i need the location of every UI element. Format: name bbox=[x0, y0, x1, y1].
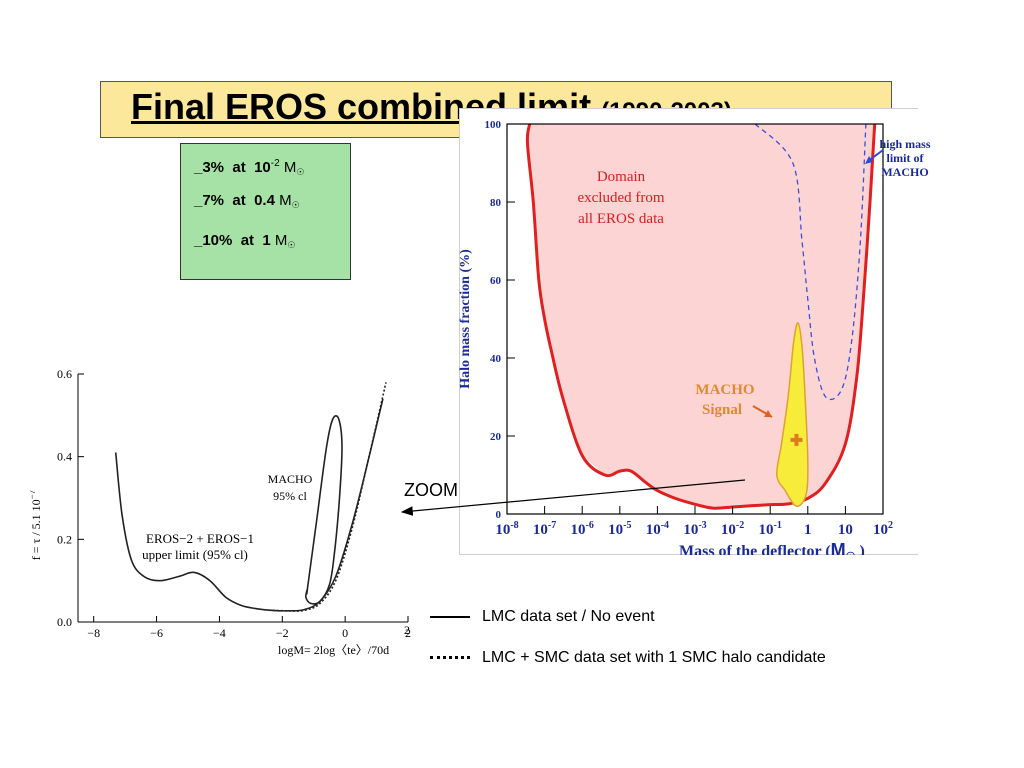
y-tick-label: 0.0 bbox=[57, 615, 72, 629]
exclusion-chart: 0 20 40 60 80 100 10-8 10-7 10-6 10-5 10-4 10-3 10-2… bbox=[459, 108, 937, 555]
legend-text: LMC + SMC data set with 1 SMC halo candi… bbox=[482, 649, 826, 666]
limit-exponent: -2 bbox=[270, 158, 280, 169]
main-labels: Mass of the deflector (M☉ ) Halo mass fra… bbox=[459, 137, 931, 555]
high-mass-arrow-icon bbox=[865, 156, 873, 164]
x-tick-label: 10-7 bbox=[533, 520, 556, 538]
limit-mass: 0.4 bbox=[254, 192, 275, 209]
limit-pct: _10% bbox=[194, 232, 233, 249]
limit-mass: 1 bbox=[262, 232, 271, 249]
legend-item-dotted: LMC + SMC data set with 1 SMC halo candi… bbox=[430, 649, 826, 667]
lmc-smc-curve bbox=[272, 382, 387, 612]
high-mass-annotation: high mass bbox=[879, 137, 930, 151]
y-tick-label: 0 bbox=[496, 509, 502, 521]
main-plot-area bbox=[525, 123, 877, 510]
x-tick-label: 102 bbox=[873, 520, 893, 538]
x-tick-label: 10-8 bbox=[495, 520, 518, 538]
zoom-labels: logM= 2log〈te〉/70d 2 f = τ / 5.1 10−7 MACHO… bbox=[30, 472, 410, 657]
x-tick-label: 10 bbox=[838, 522, 853, 538]
x-tick-label: 10-2 bbox=[721, 520, 744, 538]
limit-at: at bbox=[232, 159, 246, 176]
eros-annotation: EROS−2 + EROS−1 bbox=[146, 531, 254, 546]
x-tick-label: 10-5 bbox=[608, 520, 631, 538]
sun-symbol-icon: ☉ bbox=[291, 200, 300, 210]
x-tick-label: 0 bbox=[342, 626, 348, 640]
macho-signal-region bbox=[776, 322, 809, 507]
limit-line: _3% at 10-2 M☉ bbox=[194, 158, 304, 178]
macho-annotation: 95% cl bbox=[273, 489, 307, 503]
y-tick-label: 0.4 bbox=[57, 450, 72, 464]
x-tick-label: 2 bbox=[405, 626, 411, 640]
zoom-chart: 0.0 0.2 0.4 0.6 −8 −6 −4 −2 0 2 logM= 2log〈te〉/70… bbox=[30, 355, 422, 665]
y-axis-label: f = τ / 5.1 10−7 bbox=[30, 489, 43, 560]
main-chart-side bbox=[918, 108, 937, 555]
macho-contour bbox=[304, 415, 343, 605]
macho-signal-annotation: MACHO bbox=[695, 382, 754, 398]
eros-limit-curve bbox=[114, 398, 384, 612]
solid-line-icon bbox=[430, 615, 470, 618]
x-axis-exponent: 2 bbox=[404, 623, 410, 637]
macho-arrow-icon bbox=[764, 410, 772, 417]
macho-annotation: MACHO bbox=[268, 472, 313, 486]
limit-mass: 10 bbox=[254, 159, 271, 176]
legend-text: LMC data set / No event bbox=[482, 608, 655, 625]
high-mass-annotation: limit of bbox=[887, 151, 925, 165]
macho-center-icon bbox=[794, 433, 799, 446]
y-tick-label: 80 bbox=[490, 197, 502, 209]
limit-pct: _3% bbox=[194, 159, 225, 176]
x-tick-label: −2 bbox=[276, 626, 289, 640]
x-tick-label: 10-1 bbox=[759, 520, 782, 538]
limits-box: _3% at 10-2 M☉ _7% at 0.4 M☉ _10% at 1 M… bbox=[180, 143, 351, 280]
high-mass-annotation: MACHO bbox=[881, 165, 928, 179]
limit-unit: M bbox=[274, 232, 288, 249]
high-mass-limit-curve bbox=[754, 123, 867, 401]
y-tick-label: 60 bbox=[490, 275, 502, 287]
y-tick-label: 100 bbox=[485, 119, 502, 131]
x-tick-label: −8 bbox=[87, 626, 100, 640]
x-tick-label: −4 bbox=[213, 626, 226, 640]
y-tick-label: 20 bbox=[490, 431, 502, 443]
x-tick-label: 10-3 bbox=[683, 520, 706, 538]
excluded-annotation: all EROS data bbox=[578, 211, 664, 227]
x-axis-label: logM= 2log〈te〉/70d bbox=[278, 643, 389, 657]
dotted-line-icon bbox=[430, 656, 470, 660]
x-tick-label: −6 bbox=[150, 626, 163, 640]
excluded-annotation: excluded from bbox=[577, 190, 664, 206]
y-tick-label: 40 bbox=[490, 353, 502, 365]
x-tick-label: 10-6 bbox=[571, 520, 594, 538]
main-axes: 0 20 40 60 80 100 10-8 10-7 10-6 10-5 10-4 10-3 10-2… bbox=[485, 119, 894, 538]
x-tick-label: 1 bbox=[804, 522, 812, 538]
limit-unit: M bbox=[283, 159, 297, 176]
legend-item-solid: LMC data set / No event bbox=[430, 608, 655, 626]
zoom-plot-area bbox=[114, 382, 387, 612]
eros-annotation: upper limit (95% cl) bbox=[142, 547, 248, 562]
excluded-annotation: Domain bbox=[597, 169, 646, 185]
limit-line: _7% at 0.4 M☉ bbox=[194, 192, 300, 211]
x-axis-label: Mass of the deflector (M☉ ) bbox=[679, 540, 865, 555]
limit-pct: _7% bbox=[194, 192, 225, 209]
y-tick-label: 0.2 bbox=[57, 532, 72, 546]
limit-line: _10% at 1 M☉ bbox=[194, 232, 296, 251]
limit-at: at bbox=[232, 192, 246, 209]
y-tick-label: 0.6 bbox=[57, 367, 72, 381]
limit-at: at bbox=[240, 232, 255, 249]
sun-symbol-icon: ☉ bbox=[287, 240, 296, 250]
sun-symbol-icon: ☉ bbox=[296, 167, 305, 177]
macho-signal-annotation: Signal bbox=[702, 402, 742, 418]
limit-unit: M bbox=[279, 192, 292, 209]
zoom-axes: 0.0 0.2 0.4 0.6 −8 −6 −4 −2 0 2 bbox=[57, 367, 411, 640]
y-axis-label: Halo mass fraction (%) bbox=[459, 249, 473, 389]
zoom-label: ZOOM bbox=[404, 480, 458, 500]
x-tick-label: 10-4 bbox=[646, 520, 669, 538]
